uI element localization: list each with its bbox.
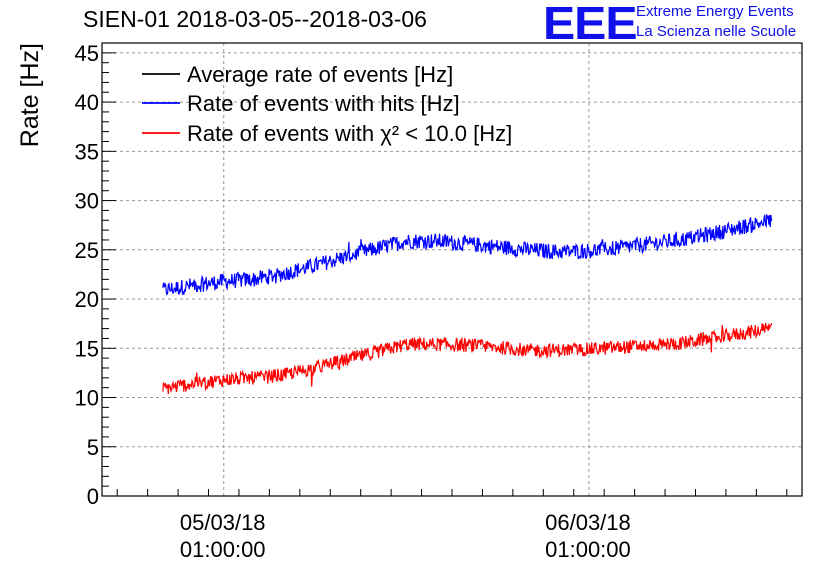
eee-logo: EEE: [543, 0, 638, 49]
y-tick-label: 15: [75, 336, 99, 361]
y-tick-label: 5: [87, 435, 99, 460]
y-tick-label: 20: [75, 287, 99, 312]
y-tick-label: 0: [87, 484, 99, 509]
x-tick-date-label: 06/03/18: [545, 510, 631, 535]
series-line-chi2: [162, 322, 773, 395]
logo-line-2: La Scienza nelle Scuole: [636, 23, 797, 40]
y-tick-label: 45: [75, 41, 99, 66]
y-tick-label: 40: [75, 90, 99, 115]
chart-title: SIEN-01 2018-03-05--2018-03-06: [83, 6, 427, 32]
x-tick-time-label: 01:00:00: [545, 537, 631, 562]
series-line-hits: [162, 214, 773, 296]
legend-entry: Rate of events with hits [Hz]: [187, 91, 460, 116]
y-tick-label: 10: [75, 386, 99, 411]
y-tick-label: 35: [75, 139, 99, 164]
x-tick-date-label: 05/03/18: [180, 510, 266, 535]
x-tick-time-label: 01:00:00: [180, 537, 266, 562]
legend-entry: Rate of events with χ² < 10.0 [Hz]: [187, 121, 512, 146]
legend-entry: Average rate of events [Hz]: [187, 62, 453, 87]
y-tick-label: 30: [75, 189, 99, 214]
y-axis-label: Rate [Hz]: [16, 43, 44, 147]
y-tick-label: 25: [75, 238, 99, 263]
logo-line-1: Extreme Energy Events: [636, 3, 794, 20]
